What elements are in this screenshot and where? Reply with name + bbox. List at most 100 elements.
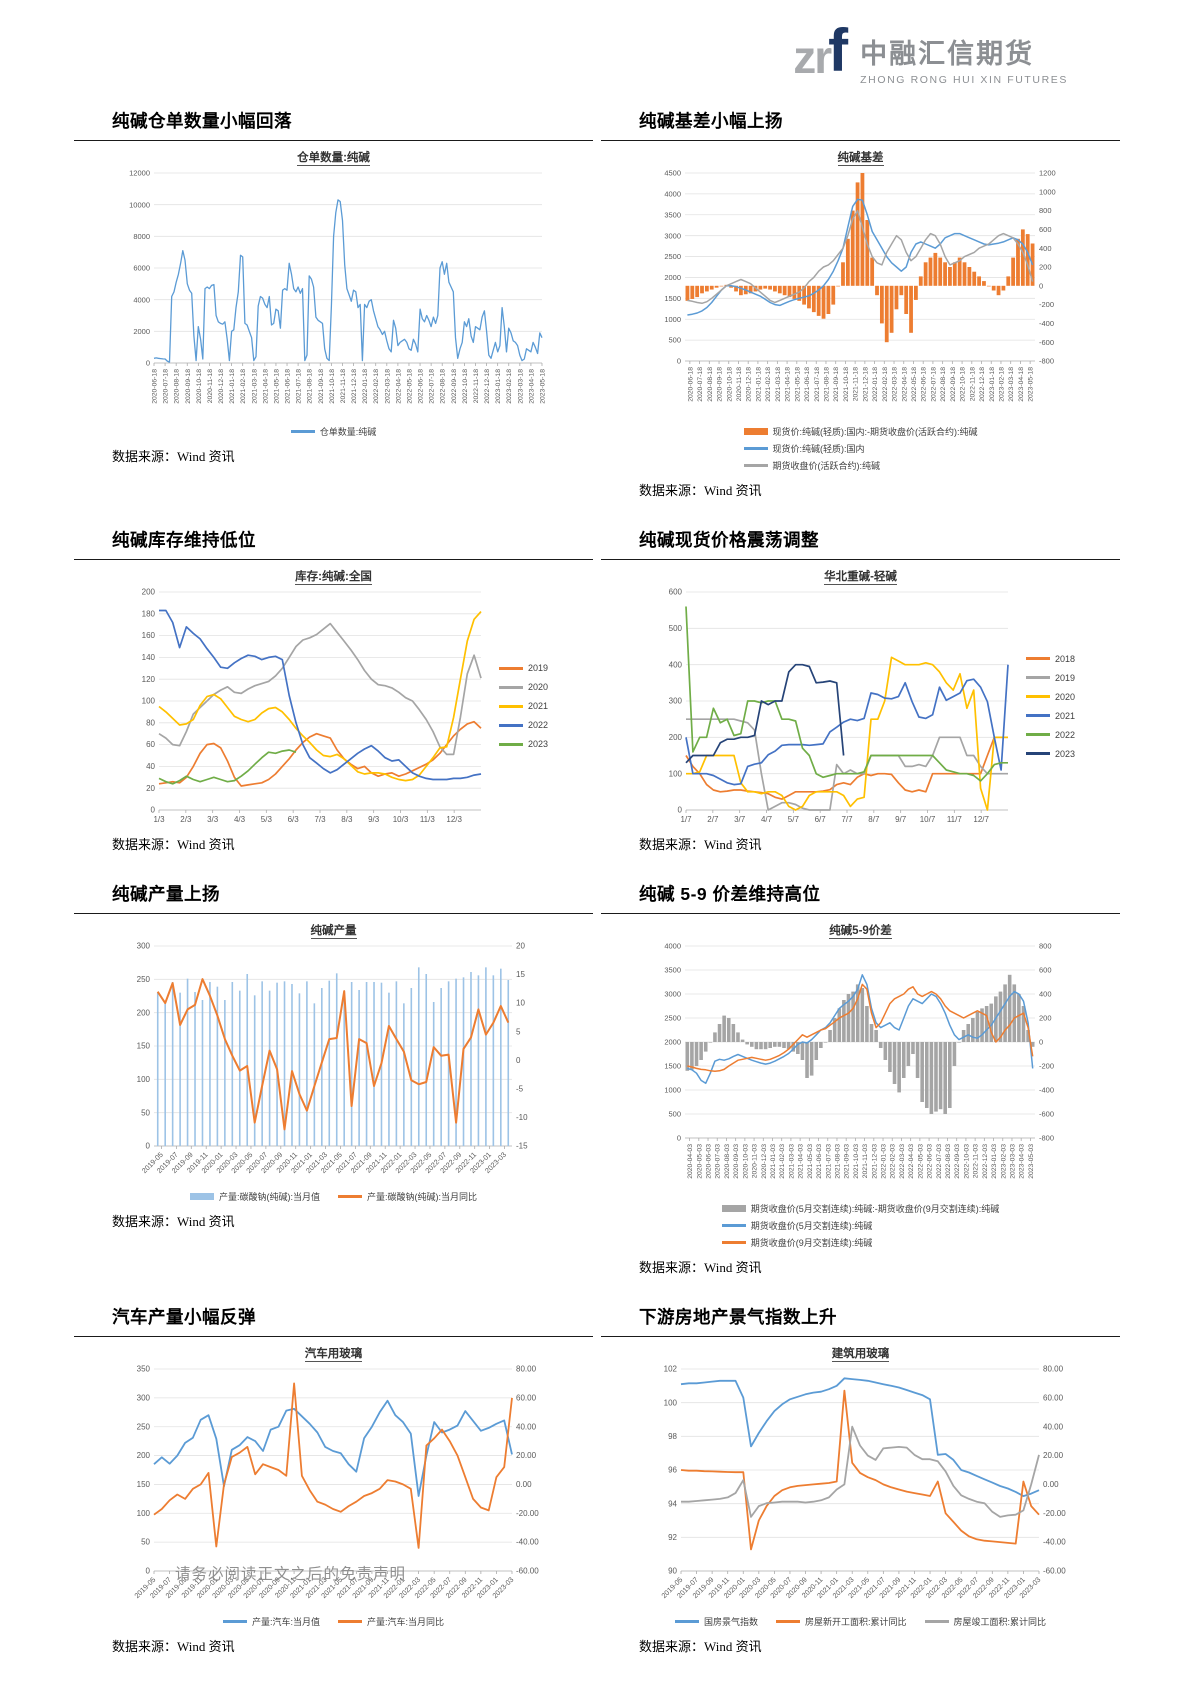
heading-rule	[74, 140, 593, 141]
chart-national-inventory: 0 20 40 60 80 100 120 140 160 180 200 1/3 2/3 3/3 4/3 5…	[74, 586, 593, 826]
svg-text:40: 40	[146, 762, 155, 771]
svg-text:2020-08-18: 2020-08-18	[173, 369, 180, 404]
svg-text:2023-02-03: 2023-02-03	[1000, 1144, 1007, 1179]
legend-item: 产量:碳酸钠(纯碱):当月值	[190, 1190, 320, 1203]
chart-title: 纯碱产量	[310, 925, 357, 939]
legend-item: 2021	[498, 701, 548, 711]
svg-text:10/7: 10/7	[920, 815, 936, 824]
svg-text:180: 180	[142, 609, 156, 618]
chart-canvas: 90 92 94 96 98 100 102 -60.00 -40.00 -20.00 0.00 20…	[641, 1363, 1081, 1615]
svg-text:150: 150	[136, 1480, 150, 1489]
svg-text:6/7: 6/7	[815, 815, 827, 824]
chart-canvas: 0 500 1000 1500 2000 2500 3000 3500 4000 -800 -600…	[645, 940, 1077, 1200]
legend-label: 产量:碳酸钠(纯碱):当月值	[219, 1192, 320, 1202]
legend-swatch	[338, 1195, 362, 1198]
chart-canvas: 0 500 1000 1500 2000 2500 3000 3500 4000 4500 -800…	[645, 167, 1077, 423]
svg-text:2022-09-03: 2022-09-03	[954, 1144, 961, 1179]
svg-text:300: 300	[669, 697, 683, 706]
svg-text:2020-06-18: 2020-06-18	[687, 367, 694, 402]
svg-text:2022-10-18: 2022-10-18	[461, 369, 468, 404]
chart-legend: 2018 2019 2020 2021 2022 2023	[1025, 654, 1076, 759]
legend-swatch	[721, 1224, 746, 1227]
svg-text:2022-11-18: 2022-11-18	[969, 367, 976, 401]
legend-item: 2019	[498, 663, 548, 673]
svg-text:2020-06-18: 2020-06-18	[151, 369, 158, 404]
chart-warehouse-receipts: 0 2000 4000 6000 8000 10000 12000 2020-06-18 202…	[74, 167, 593, 438]
svg-text:2022-12-18: 2022-12-18	[979, 367, 986, 402]
svg-text:2022-01-18: 2022-01-18	[872, 367, 879, 402]
svg-text:3000: 3000	[664, 231, 681, 240]
svg-text:600: 600	[1039, 225, 1052, 234]
chart-title: 仓单数量:纯碱	[297, 152, 370, 166]
svg-text:10000: 10000	[129, 200, 150, 209]
legend-item: 2022	[498, 720, 548, 730]
chart-canvas: 0 20 40 60 80 100 120 140 160 180 200 1/3 2/3 3/3 4/3 5…	[119, 586, 493, 826]
svg-text:-20.00: -20.00	[1043, 1509, 1066, 1518]
svg-text:250: 250	[136, 1422, 150, 1431]
svg-text:2022-04-03: 2022-04-03	[908, 1144, 915, 1179]
svg-text:2022-05-18: 2022-05-18	[406, 369, 413, 404]
svg-text:100: 100	[136, 1075, 150, 1084]
svg-text:2022-08-18: 2022-08-18	[439, 369, 446, 404]
svg-text:2020-08-03: 2020-08-03	[723, 1144, 730, 1179]
svg-text:800: 800	[1039, 942, 1052, 951]
svg-text:2023-02-18: 2023-02-18	[998, 367, 1005, 402]
heading-rule	[74, 1336, 593, 1337]
svg-text:0: 0	[145, 1142, 150, 1151]
svg-text:5/3: 5/3	[261, 815, 273, 824]
heading-rule	[601, 913, 1120, 914]
legend-swatch	[290, 430, 315, 433]
chart-auto-glass: 0 50 100 150 200 250 300 350 -60.00 -40.00 -20.00 0…	[74, 1363, 593, 1628]
legend-label: 国房景气指数	[703, 1617, 758, 1627]
svg-text:1000: 1000	[664, 1086, 681, 1095]
svg-text:-60.00: -60.00	[516, 1567, 539, 1576]
svg-text:50: 50	[141, 1538, 150, 1547]
legend-label: 现货价:纯碱(轻质):国内:-期货收盘价(活跃合约):纯碱	[772, 427, 978, 437]
svg-text:400: 400	[1039, 244, 1052, 253]
legend-swatch	[743, 428, 768, 435]
svg-text:2021-11-03: 2021-11-03	[862, 1144, 869, 1178]
chart-construction-glass: 90 92 94 96 98 100 102 -60.00 -40.00 -20.00 0.00 20…	[601, 1363, 1120, 1628]
svg-text:50: 50	[141, 1108, 150, 1117]
svg-text:2000: 2000	[664, 273, 681, 282]
svg-text:1200: 1200	[1039, 169, 1056, 178]
svg-text:2500: 2500	[664, 252, 681, 261]
svg-text:2020-05-03: 2020-05-03	[696, 1144, 703, 1179]
chart-legend: 产量:碳酸钠(纯碱):当月值 产量:碳酸钠(纯碱):当月同比	[190, 1190, 477, 1203]
svg-text:200: 200	[669, 733, 683, 742]
legend-item: 产量:汽车:当月同比	[338, 1615, 444, 1628]
section-heading: 纯碱产量上扬	[112, 884, 220, 904]
svg-text:4000: 4000	[664, 189, 681, 198]
svg-text:0: 0	[145, 1567, 150, 1576]
svg-text:2021-11-18: 2021-11-18	[339, 369, 346, 403]
legend-item: 期货收盘价(5月交割连续):纯碱:-期货收盘价(9月交割连续):纯碱	[721, 1202, 999, 1215]
legend-item: 产量:碳酸钠(纯碱):当月同比	[338, 1190, 477, 1203]
data-source: 数据来源：Wind 资讯	[639, 837, 762, 852]
svg-text:2021-12-03: 2021-12-03	[871, 1144, 878, 1179]
svg-text:0: 0	[1039, 1038, 1043, 1047]
svg-text:2/7: 2/7	[707, 815, 719, 824]
svg-text:2021-02-03: 2021-02-03	[779, 1144, 786, 1179]
svg-text:2023-05-18: 2023-05-18	[539, 369, 546, 404]
svg-text:2023-04-18: 2023-04-18	[528, 369, 535, 404]
svg-text:2022-06-18: 2022-06-18	[920, 367, 927, 402]
svg-text:500: 500	[669, 624, 683, 633]
svg-text:4/7: 4/7	[761, 815, 773, 824]
svg-text:2020-11-03: 2020-11-03	[751, 1144, 758, 1178]
svg-text:2022-03-18: 2022-03-18	[891, 367, 898, 402]
svg-text:1500: 1500	[664, 1062, 681, 1071]
chart-title: 建筑用玻璃	[831, 1348, 890, 1362]
legend-item: 2019	[1025, 672, 1076, 683]
svg-text:-800: -800	[1039, 357, 1054, 366]
svg-text:2021-12-18: 2021-12-18	[862, 367, 869, 402]
legend-item: 现货价:纯碱(轻质):国内	[743, 442, 865, 455]
svg-text:200: 200	[142, 588, 156, 597]
svg-text:2022-11-18: 2022-11-18	[472, 369, 479, 403]
svg-text:8/7: 8/7	[868, 815, 880, 824]
svg-text:2023-04-18: 2023-04-18	[1017, 367, 1024, 402]
svg-text:2020-07-18: 2020-07-18	[697, 367, 704, 402]
svg-text:2023-01-18: 2023-01-18	[495, 369, 502, 404]
legend-label: 2019	[1054, 672, 1076, 683]
svg-text:2022-08-18: 2022-08-18	[940, 367, 947, 402]
legend-label: 期货收盘价(活跃合约):纯碱	[772, 461, 881, 471]
